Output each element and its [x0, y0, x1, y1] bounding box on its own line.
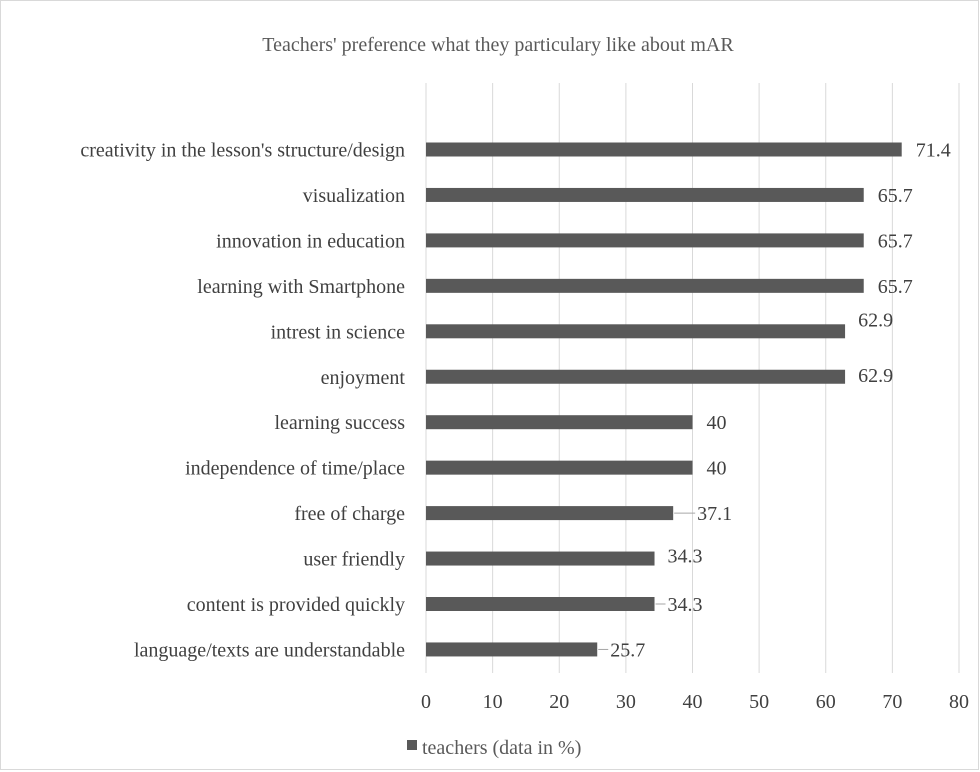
leader-lines	[598, 512, 696, 650]
bar	[426, 415, 693, 430]
x-tick-label: 20	[549, 691, 569, 713]
bars	[426, 142, 902, 657]
data-label: 37.1	[697, 503, 732, 525]
data-label: 65.7	[878, 185, 913, 207]
data-label: 71.4	[916, 140, 951, 162]
legend: teachers (data in %)	[407, 737, 581, 759]
data-label: 40	[707, 412, 727, 434]
bar	[426, 142, 902, 157]
category-label: language/texts are understandable	[134, 639, 405, 661]
category-labels: creativity in the lesson's structure/des…	[80, 140, 405, 662]
bar	[426, 233, 864, 248]
data-label: 40	[707, 458, 727, 480]
category-label: visualization	[303, 185, 405, 207]
x-tick-label: 10	[483, 691, 503, 713]
category-label: learning with Smartphone	[197, 276, 405, 298]
x-tick-label: 30	[616, 691, 636, 713]
bar	[426, 324, 846, 339]
data-labels: 71.4 65.7 65.7 65.7 62.9 62.9 40 40 37.1 34.3 34.3…	[610, 140, 950, 662]
category-label: intrest in science	[271, 321, 406, 343]
bar	[426, 187, 864, 202]
x-tick-label: 70	[882, 691, 902, 713]
x-tick-label: 80	[949, 691, 969, 713]
category-label: learning success	[274, 412, 405, 434]
data-label: 25.7	[610, 639, 645, 661]
x-tick-label: 0	[421, 691, 431, 713]
legend-label: teachers (data in %)	[422, 737, 581, 759]
x-tick-label: 60	[816, 691, 836, 713]
category-label: content is provided quickly	[187, 594, 405, 616]
x-tick-label: 40	[683, 691, 703, 713]
x-tick-label: 50	[749, 691, 769, 713]
category-label: free of charge	[294, 503, 405, 525]
category-label: enjoyment	[321, 367, 406, 389]
legend-swatch	[407, 740, 417, 750]
bar	[426, 369, 846, 384]
bar	[426, 551, 655, 566]
chart-title: Teachers' preference what they particula…	[262, 34, 734, 56]
bar	[426, 506, 674, 521]
category-label: independence of time/place	[185, 458, 405, 480]
data-label: 62.9	[858, 309, 893, 331]
bar	[426, 460, 693, 475]
data-label: 65.7	[878, 276, 913, 298]
bar	[426, 278, 864, 293]
bar	[426, 597, 655, 611]
x-tick-labels: 0 10 20 30 40 50 60 70 80	[421, 691, 969, 713]
category-label: innovation in education	[216, 230, 405, 252]
data-label: 62.9	[858, 365, 893, 387]
data-label: 34.3	[668, 546, 703, 568]
bar	[426, 642, 598, 657]
category-label: creativity in the lesson's structure/des…	[80, 140, 405, 162]
data-label: 34.3	[668, 594, 703, 616]
data-label: 65.7	[878, 230, 913, 252]
category-label: user friendly	[303, 549, 405, 571]
